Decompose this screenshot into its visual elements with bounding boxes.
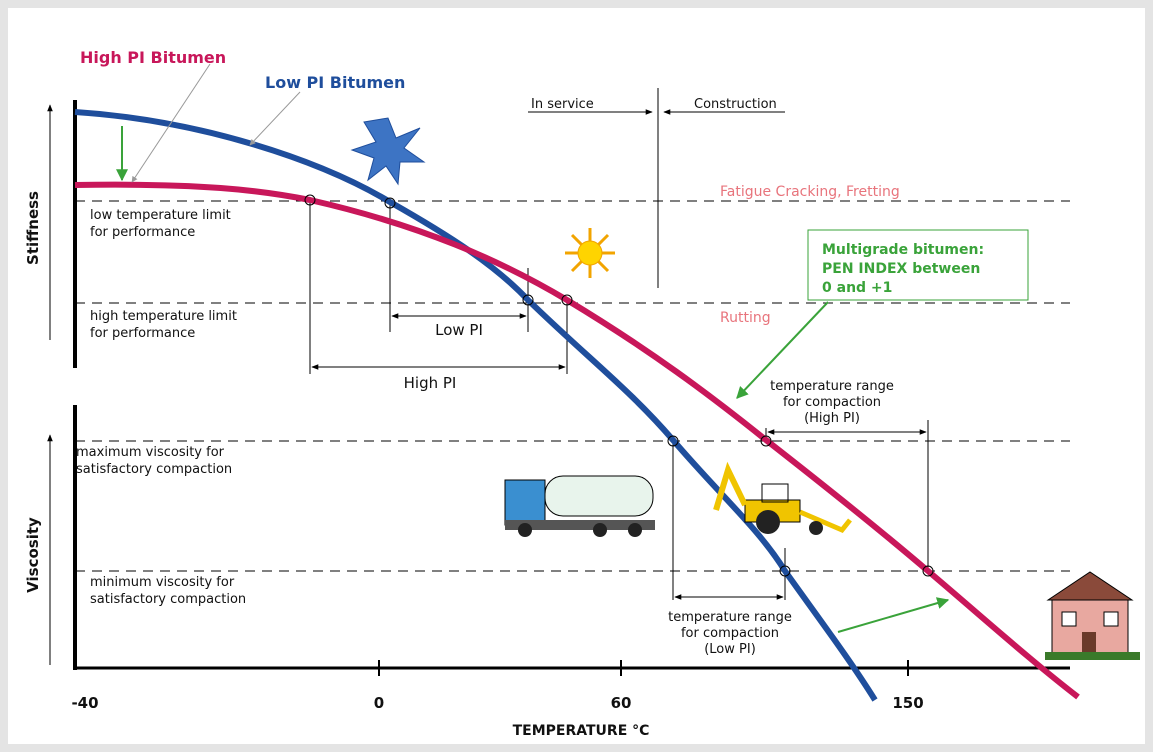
compaction-label: for compaction [783,395,881,410]
multigrade-text: 0 and +1 [822,280,892,296]
multigrade-box [807,229,1029,301]
limit-label: satisfactory compaction [90,592,246,607]
low-pi-curve [74,109,878,702]
multigrade-text: Multigrade bitumen: [822,242,984,258]
phase-label: In service [531,97,594,112]
curve-label: Low PI Bitumen [265,73,405,92]
x-axis-title: TEMPERATURE °C [513,723,650,739]
multigrade-text: PEN INDEX between [822,261,980,277]
failure-label: Fatigue Cracking, Fretting [720,184,900,200]
range-label: High PI [404,374,457,392]
x-tick-label: -40 [71,694,98,712]
compaction-label: temperature range [770,379,894,394]
limit-label: minimum viscosity for [90,575,235,590]
failure-label: Rutting [720,310,771,326]
phase-label: Construction [694,97,777,112]
limit-label: maximum viscosity for [76,445,225,460]
pointer-arrows [116,63,950,633]
limit-label: satisfactory compaction [76,462,232,477]
icons [350,117,1140,660]
y-axis-label: Viscosity [24,517,42,593]
curve-label: High PI Bitumen [80,48,226,67]
compaction-label: (High PI) [804,411,860,426]
x-tick-label: 60 [611,694,632,712]
range-label: Low PI [435,321,483,339]
axes [47,100,1070,676]
compaction-label: (Low PI) [704,642,756,657]
panel [8,8,1145,744]
limit-label: high temperature limit [90,309,237,324]
limit-label: low temperature limit [90,208,231,223]
labels: High PI Bitumen Low PI Bitumen In servic… [24,48,984,739]
limit-label: for performance [90,326,195,341]
compaction-label: for compaction [681,626,779,641]
x-tick-label: 150 [892,694,923,712]
ranges [309,88,929,600]
y-axis-label: Stiffness [24,191,42,265]
intersections [304,194,934,577]
limit-label: for performance [90,225,195,240]
compaction-label: temperature range [668,610,792,625]
x-tick-label: 0 [374,694,384,712]
